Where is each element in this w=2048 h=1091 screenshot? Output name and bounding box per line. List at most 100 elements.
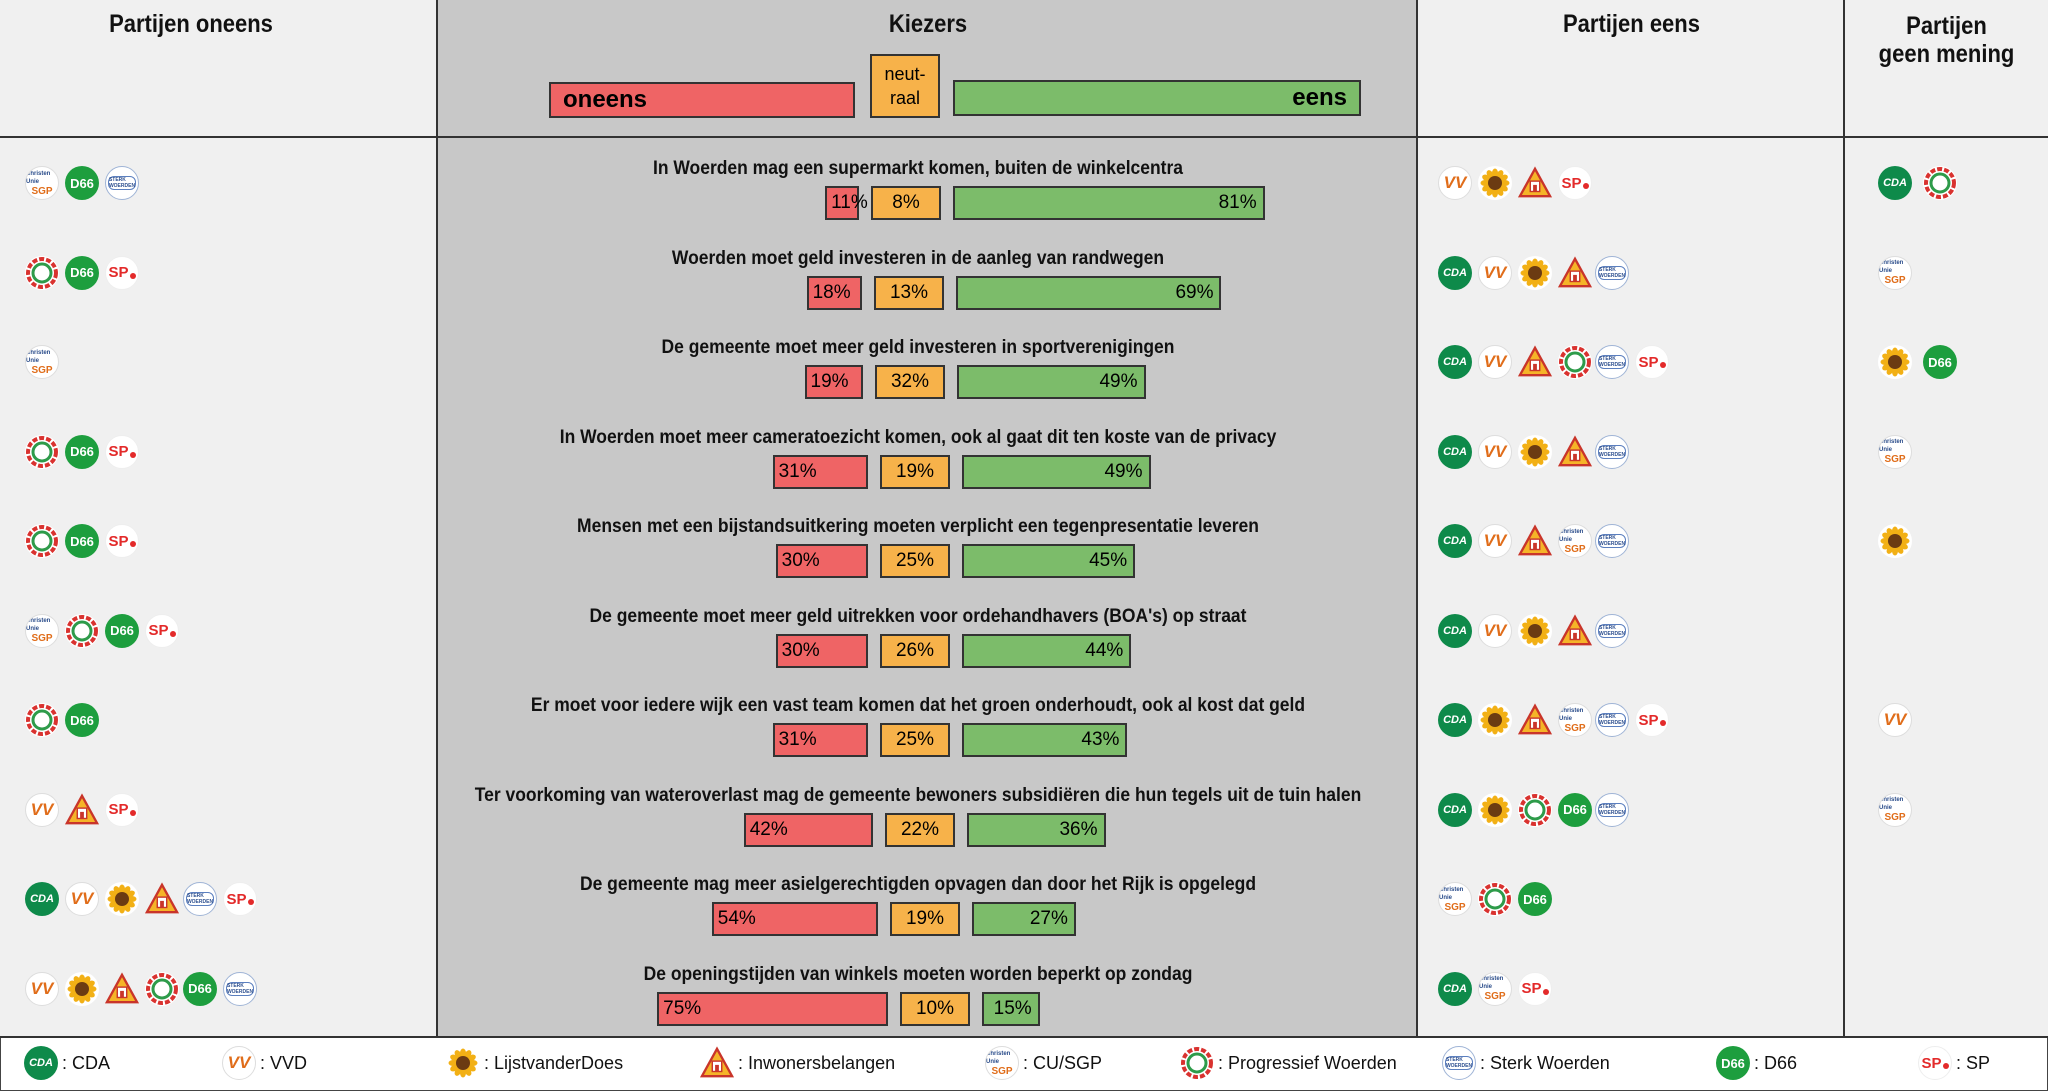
sp-tomato-logo-icon: SP [223, 882, 257, 916]
vvd-logo-icon: VV [1478, 434, 1512, 469]
bar-eens: 43% [962, 723, 1128, 757]
tomato-dot [1659, 362, 1666, 368]
d66-logo-icon: D66 [65, 524, 99, 558]
bar-neutraal: 26% [880, 633, 950, 668]
cu-sgp-logo-icon: Christen Unie SGP [1558, 524, 1592, 558]
cu-logo-bottom: SGP [31, 185, 53, 197]
vvd-logo-icon: VV [1478, 524, 1512, 558]
triangle-house-icon [1518, 345, 1552, 379]
d66-logo-icon: D66 [1716, 1046, 1750, 1080]
cu-logo-bottom: SGP [31, 364, 53, 376]
legend-item-d66: D66: D66 [1716, 1046, 1797, 1080]
d66-logo-icon: D66 [65, 703, 99, 737]
key-neutraal-line2: raal [889, 88, 920, 108]
question-text: Er moet voor iedere wijk een vast team k… [530, 695, 1306, 716]
bar-neutraal: 25% [880, 544, 950, 578]
bar-eens: 27% [972, 902, 1076, 936]
cda-logo-icon: CDA [1438, 255, 1472, 290]
sp-tomato-logo-icon: SP [105, 524, 139, 558]
cu-sgp-logo-icon: Christen Unie SGP [1878, 434, 1912, 469]
sterk-woerden-text: STERK WOERDEN [1598, 355, 1626, 369]
tomato-dot [1659, 720, 1666, 726]
vvd-logo-icon: VV [1878, 703, 1912, 737]
d66-logo-icon: D66 [1923, 345, 1957, 379]
cda-logo-icon: CDA [1438, 434, 1472, 469]
sunflower-icon [1478, 703, 1512, 737]
cu-logo-top: Christen Unie [26, 349, 51, 364]
d66-logo-icon: D66 [65, 434, 99, 469]
cu-logo-top: Christen Unie [1879, 797, 1904, 811]
d66-logo-icon: D66 [1518, 882, 1552, 916]
bar-oneens: 54% [711, 902, 878, 936]
sunflower-icon [1518, 613, 1552, 648]
triangle-house-icon [105, 971, 139, 1006]
title-geen-line2: geen mening [1878, 40, 2015, 68]
sunflower-icon [1478, 792, 1512, 827]
vvd-logo-icon: VV [25, 971, 59, 1006]
sp-tomato-logo-icon: SP [145, 613, 179, 648]
vvd-logo-icon: VV [1478, 255, 1512, 290]
tomato-dot [129, 541, 136, 547]
legend-item-ib: : Inwonersbelangen [700, 1046, 895, 1080]
cu-logo-top: Christen Unie [1559, 528, 1584, 543]
triangle-house-icon [65, 792, 99, 827]
triangle-house-icon [1518, 524, 1552, 558]
legend-item-sw: STERK WOERDEN: Sterk Woerden [1442, 1046, 1610, 1080]
legend-item-cu: Christen Unie SGP: CU/SGP [985, 1046, 1102, 1080]
bar-neutraal: 19% [890, 902, 960, 936]
tomato-dot [1582, 183, 1589, 189]
d66-logo-icon: D66 [65, 166, 99, 200]
title-partijen-eens: Partijen eens [1563, 10, 1700, 38]
legend-label: : SP [1956, 1052, 1991, 1073]
vvd-logo-icon: VV [65, 882, 99, 916]
title-kiezers: Kiezers [888, 10, 968, 38]
triangle-house-icon [1558, 434, 1592, 469]
cu-logo-top: Christen Unie [986, 1050, 1011, 1065]
sterk-woerden-logo-icon: STERK WOERDEN [105, 166, 139, 200]
cda-logo-icon: CDA [1438, 792, 1472, 827]
bar-oneens: 30% [775, 633, 868, 668]
bar-eens: 81% [953, 186, 1265, 220]
sp-tomato-logo-icon: SP [1918, 1046, 1952, 1080]
cu-logo-top: Christen Unie [1439, 886, 1464, 901]
sp-tomato-logo-icon: SP [1518, 971, 1552, 1006]
triangle-house-icon [1558, 613, 1592, 648]
sterk-woerden-logo-icon: STERK WOERDEN [1442, 1046, 1476, 1080]
tomato-dot [1542, 988, 1549, 995]
cu-logo-top: Christen Unie [1559, 707, 1584, 722]
cu-sgp-logo-icon: Christen Unie SGP [25, 345, 59, 379]
header-divider [0, 136, 2048, 138]
cu-sgp-logo-icon: Christen Unie SGP [1878, 792, 1912, 827]
sp-tomato-logo-icon: SP [105, 434, 139, 469]
cu-logo-top: Christen Unie [1479, 976, 1504, 990]
bar-eens: 36% [967, 812, 1106, 847]
footer-divider [0, 1036, 2048, 1038]
cda-logo-icon: CDA [25, 882, 59, 916]
sunflower-icon [1518, 434, 1552, 469]
bar-oneens: 18% [806, 275, 862, 310]
question-text: Woerden moet geld investeren in de aanle… [671, 247, 1165, 269]
bar-eens: 49% [962, 454, 1151, 489]
legend-item-pw: : Progressief Woerden [1180, 1046, 1397, 1080]
tomato-dot [1942, 1063, 1949, 1069]
bar-neutraal: 22% [885, 812, 955, 847]
cu-logo-bottom: SGP [1884, 454, 1906, 465]
question-text: De gemeente moet meer geld uitrekken voo… [589, 605, 1247, 627]
title-partijen-geen-mening: Partijen geen mening [1857, 12, 2036, 68]
sterk-woerden-logo-icon: STERK WOERDEN [223, 971, 257, 1006]
bar-oneens: 11% [825, 186, 868, 220]
sterk-woerden-logo-icon: STERK WOERDEN [183, 882, 217, 916]
tomato-dot [169, 630, 176, 637]
cu-sgp-logo-icon: Christen Unie SGP [1438, 882, 1472, 916]
cda-logo-icon: CDA [1438, 613, 1472, 648]
bar-neutraal: 19% [880, 454, 950, 489]
sterk-woerden-text: STERK WOERDEN [226, 981, 254, 996]
sterk-woerden-text: STERK WOERDEN [1598, 444, 1626, 459]
legend-label: : LijstvanderDoes [484, 1052, 624, 1073]
legend-item-sp: SP: SP [1918, 1046, 1990, 1080]
cu-logo-top: Christen Unie [26, 618, 51, 632]
tomato-dot [129, 809, 136, 816]
title-partijen-oneens: Partijen oneens [109, 10, 273, 38]
legend-label: : Inwonersbelangen [738, 1052, 896, 1073]
red-green-wreath-icon [65, 613, 99, 648]
